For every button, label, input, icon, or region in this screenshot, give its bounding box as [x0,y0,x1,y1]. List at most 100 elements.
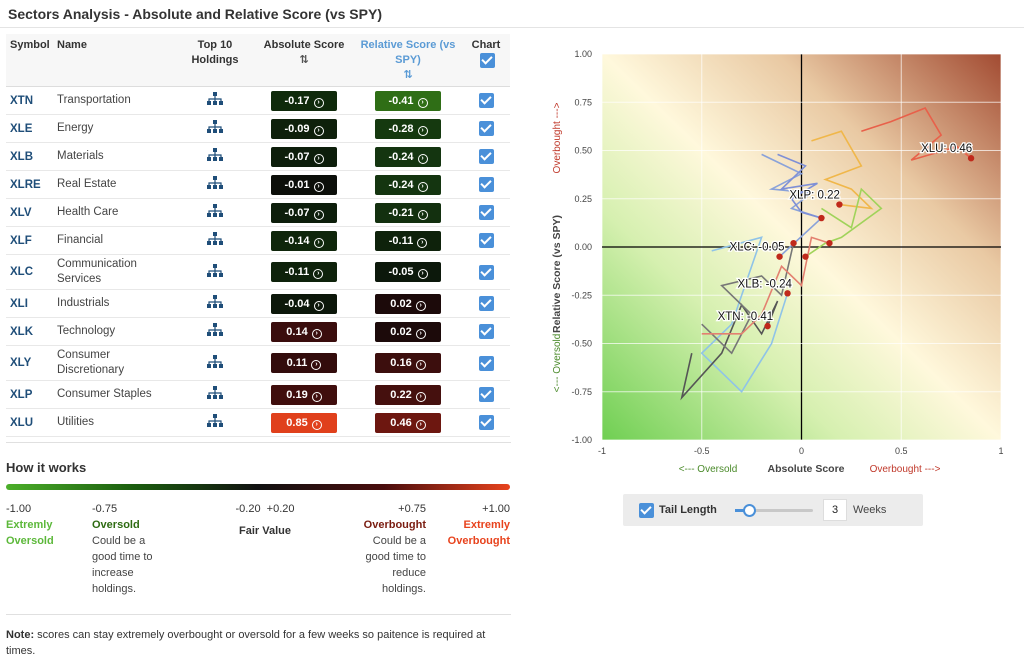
tail-endpoint[interactable] [790,239,797,247]
holdings-cell[interactable] [176,114,254,143]
absolute-score-badge[interactable]: 0.85 › [271,412,337,433]
sort-icon[interactable]: ⇅ [299,54,309,66]
sort-ascending-icon[interactable]: ⇅ [403,69,413,81]
relative-score-badge[interactable]: 0.02 › [375,293,441,314]
chart-checkbox[interactable] [478,233,494,248]
symbol-cell[interactable]: XLC [6,254,54,290]
org-chart-icon[interactable] [207,263,223,281]
chart-checkbox[interactable] [478,415,494,430]
symbol-cell[interactable]: XLF [6,226,54,255]
org-chart-icon[interactable] [207,354,223,372]
relative-score-value: 0.16 [390,357,412,369]
symbol-cell[interactable]: XLE [6,114,54,143]
tail-endpoint[interactable] [836,201,843,208]
symbol-cell[interactable]: XLU [6,408,54,437]
tail-endpoint[interactable] [826,239,833,247]
tail-endpoint[interactable] [802,253,809,260]
chart-checkbox[interactable] [478,93,494,108]
org-chart-icon[interactable] [207,120,223,137]
tail-endpoint[interactable] [784,290,791,297]
org-chart-icon[interactable] [207,295,223,312]
relative-score-badge[interactable]: 0.22 › [375,384,441,405]
relative-score-badge[interactable]: -0.28 › [375,118,441,139]
relative-score-badge[interactable]: -0.21 › [375,202,441,223]
chart-checkbox[interactable] [478,205,494,220]
symbol-cell[interactable]: XTN [6,86,54,115]
relative-score-badge[interactable]: -0.24 › [375,146,441,167]
org-chart-icon[interactable] [207,414,223,431]
absolute-score-badge[interactable]: -0.01 › [271,174,337,195]
relative-score-badge[interactable]: 0.02 › [375,321,441,342]
holdings-cell[interactable] [176,86,254,115]
holdings-cell[interactable] [176,380,254,409]
header-symbol[interactable]: Symbol [6,34,54,87]
absolute-score-badge[interactable]: -0.09 › [271,118,337,139]
y-axis-bottom-hint: <--- Oversold [552,334,563,393]
ticks: -1 -0.5 0 0.5 11.000.750.500.250.00-0.25-0.5… [571,49,1003,456]
symbol-cell[interactable]: XLY [6,345,54,381]
holdings-cell[interactable] [176,289,254,318]
symbol-cell[interactable]: XLI [6,289,54,318]
header-absolute[interactable]: Absolute Score ⇅ [254,34,354,87]
chart-all-checkbox[interactable] [480,53,495,68]
holdings-cell[interactable] [176,317,254,346]
absolute-score-badge[interactable]: -0.17 › [271,90,337,111]
chart-checkbox[interactable] [478,121,494,136]
tail-line [811,130,874,210]
symbol-cell[interactable]: XLK [6,317,54,346]
holdings-cell[interactable] [176,170,254,199]
relative-score-badge[interactable]: -0.41 › [375,90,441,111]
org-chart-icon[interactable] [207,204,223,221]
holdings-cell[interactable] [176,226,254,255]
symbol-cell[interactable]: XLP [6,380,54,409]
tail-length-checkbox[interactable] [639,503,654,518]
holdings-cell[interactable] [176,408,254,437]
scale-value: +1.00 [482,503,510,515]
relative-score-badge[interactable]: -0.11 › [375,230,441,251]
org-chart-icon[interactable] [207,323,223,340]
org-chart-icon[interactable] [207,176,223,193]
chart-checkbox[interactable] [478,387,494,402]
chart-checkbox[interactable] [478,149,494,164]
chart-checkbox[interactable] [478,324,494,339]
tail-endpoint[interactable] [776,253,783,260]
absolute-score-badge[interactable]: -0.07 › [271,146,337,167]
tail-endpoint[interactable] [967,155,975,162]
absolute-score-badge[interactable]: -0.14 › [271,230,337,251]
name-cell: Materials [54,142,176,171]
relative-score-badge[interactable]: -0.05 › [375,262,441,282]
holdings-cell[interactable] [176,345,254,381]
holdings-cell[interactable] [176,142,254,171]
absolute-score-badge[interactable]: 0.14 › [271,321,337,342]
header-name[interactable]: Name [54,34,176,87]
relative-score-badge[interactable]: 0.16 › [375,353,441,373]
absolute-score-badge[interactable]: 0.19 › [271,384,337,405]
symbol-cell[interactable]: XLB [6,142,54,171]
absolute-score-badge[interactable]: -0.07 › [271,202,337,223]
chart-checkbox[interactable] [478,296,494,311]
tail-length-slider-handle[interactable] [743,504,756,517]
relative-score-cell: -0.28 › [354,114,462,143]
relative-score-value: 0.02 [390,325,412,338]
holdings-cell[interactable] [176,198,254,227]
tail-endpoint[interactable] [764,322,771,330]
absolute-score-badge[interactable]: -0.04 › [271,293,337,314]
org-chart-icon[interactable] [207,92,223,109]
holdings-cell[interactable] [176,254,254,290]
tail-length-input[interactable]: 3 [823,499,847,521]
chart-checkbox[interactable] [478,264,494,280]
symbol-cell[interactable]: XLV [6,198,54,227]
absolute-score-badge[interactable]: -0.11 › [271,262,337,282]
relative-score-badge[interactable]: 0.46 › [375,412,441,433]
absolute-score-badge[interactable]: 0.11 › [271,353,337,373]
header-relative[interactable]: Relative Score (vs SPY) ⇅ [354,34,462,87]
symbol-cell[interactable]: XLRE [6,170,54,199]
org-chart-icon[interactable] [207,386,223,403]
org-chart-icon[interactable] [207,232,223,249]
tail-endpoint[interactable] [818,214,825,222]
chart-checkbox[interactable] [478,355,494,371]
org-chart-icon[interactable] [207,148,223,165]
relative-score-badge[interactable]: -0.24 › [375,174,441,195]
chart-checkbox[interactable] [478,177,494,192]
tail-length-slider-track[interactable] [735,509,813,512]
